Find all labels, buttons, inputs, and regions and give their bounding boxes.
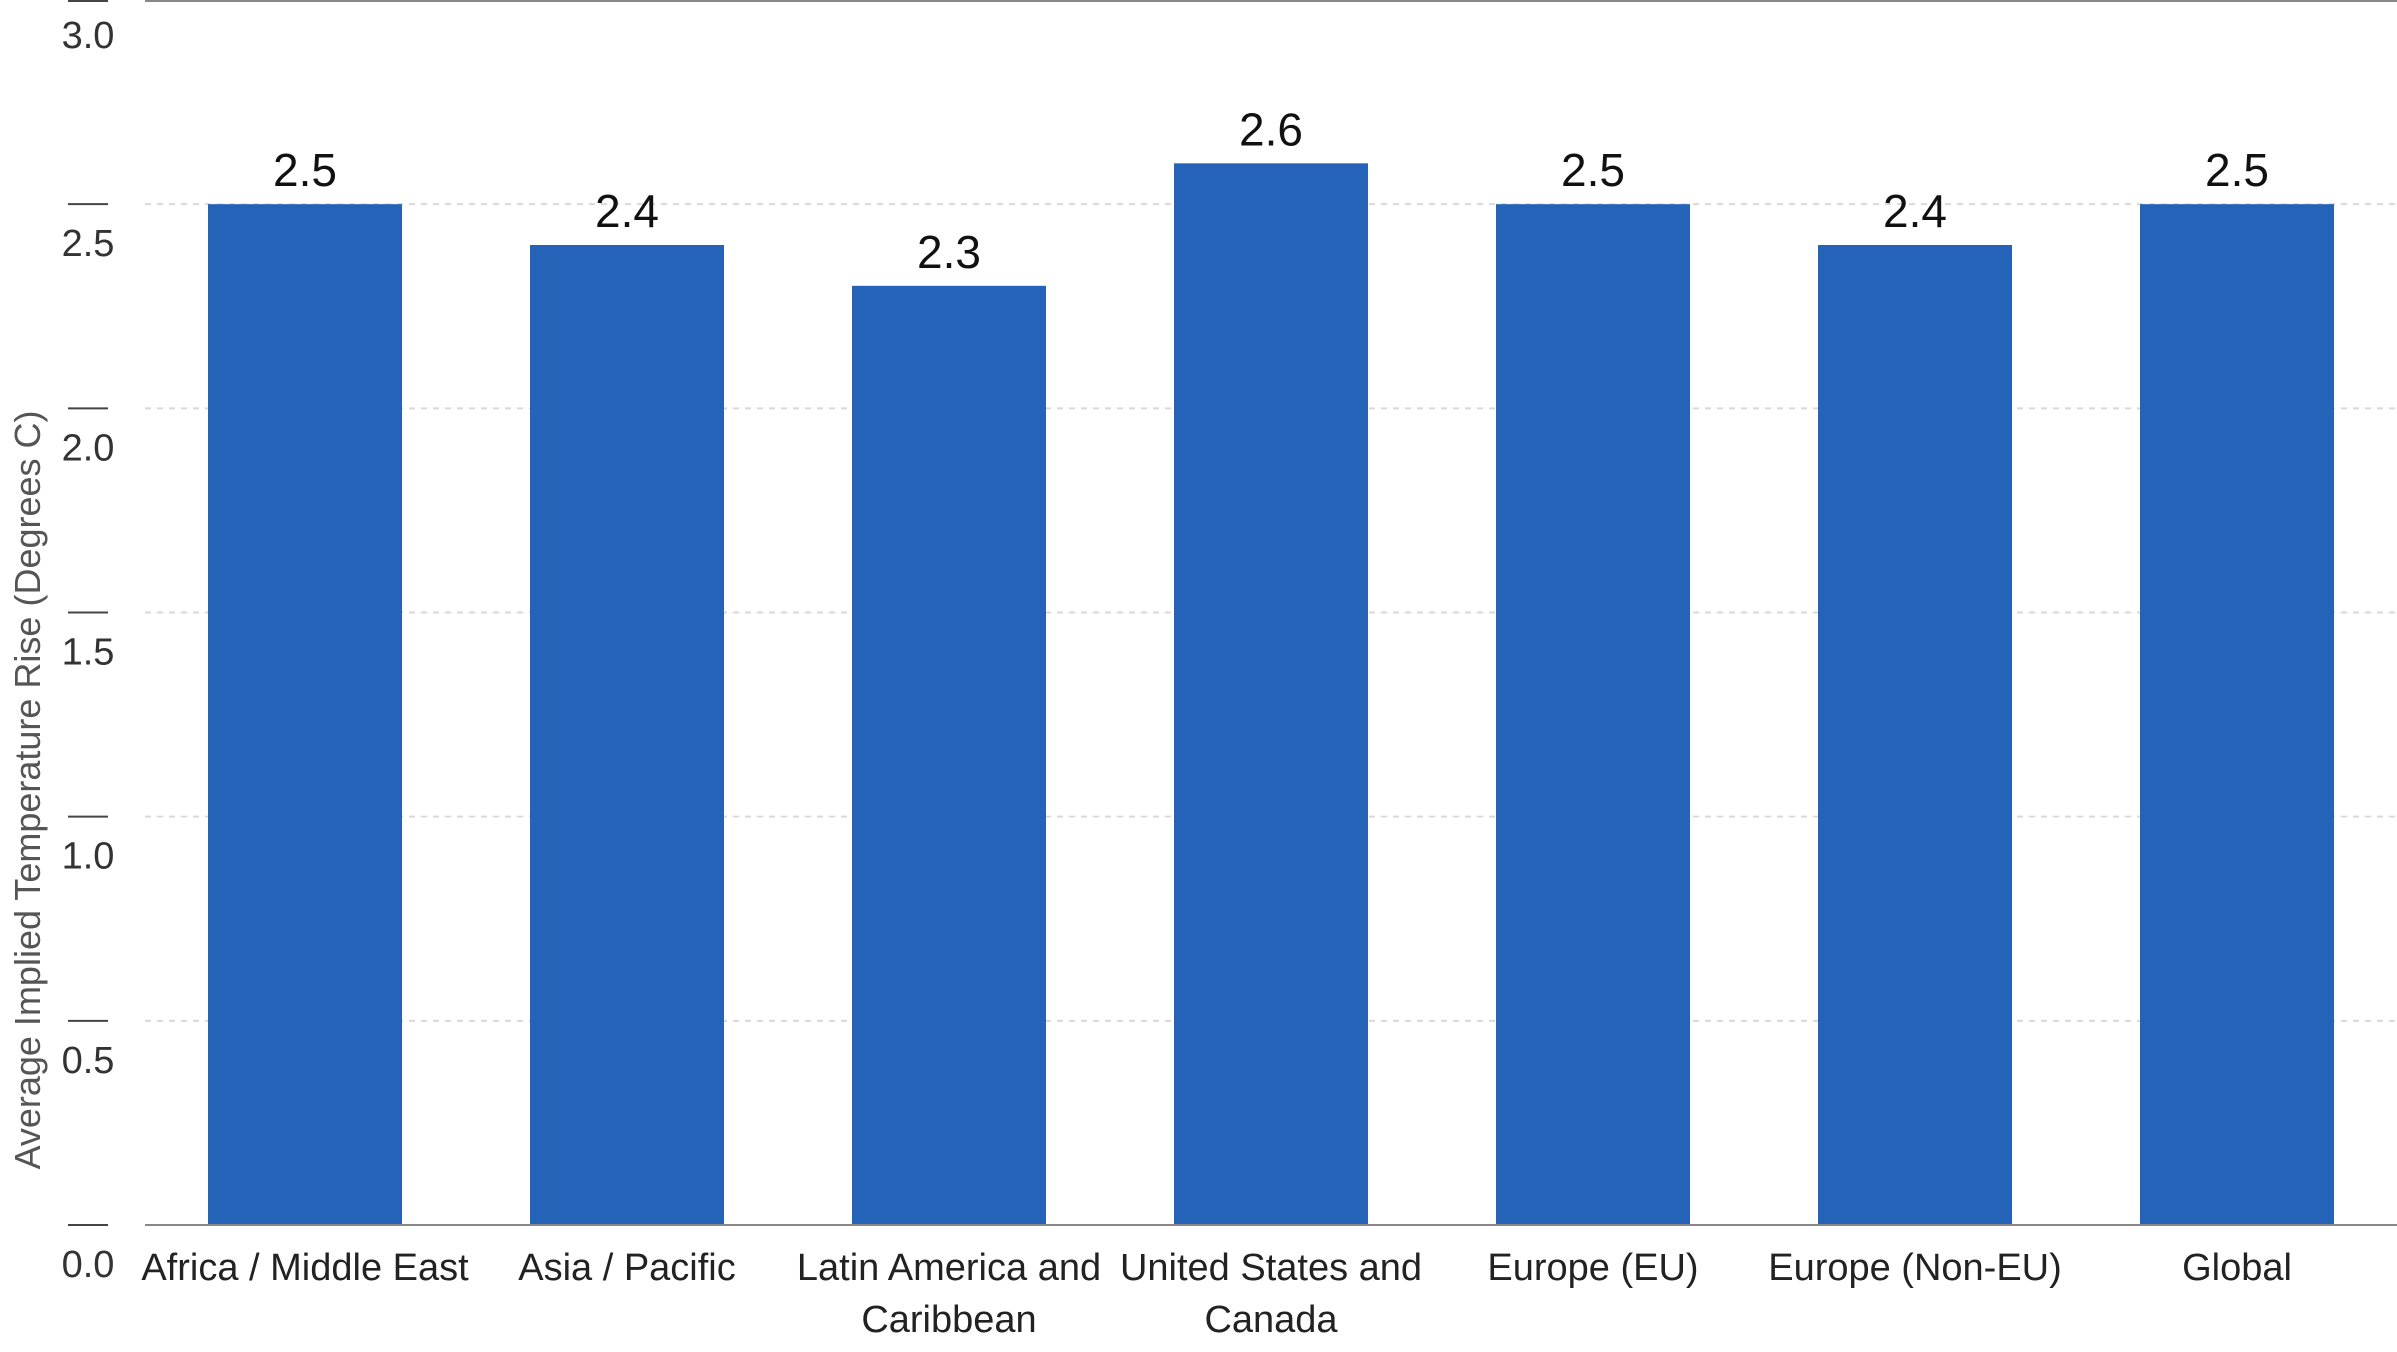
data-label: 2.5 [1561, 144, 1625, 196]
bar [1174, 163, 1368, 1225]
x-category-label: Europe (Non-EU) [1768, 1247, 2062, 1289]
x-category-label: Europe (EU) [1487, 1247, 1698, 1289]
x-category-label: Canada [1204, 1299, 1338, 1341]
y-tick-label: 0.0 [62, 1244, 115, 1286]
x-axis: Africa / Middle East Asia / Pacific Latin … [141, 1247, 2292, 1341]
data-label: 2.5 [2205, 144, 2269, 196]
x-category-label: Latin America and [797, 1247, 1101, 1289]
data-label: 2.3 [917, 226, 981, 278]
y-tick-label: 2.5 [62, 223, 115, 265]
data-label: 2.4 [1883, 185, 1947, 237]
x-category-label: Africa / Middle East [141, 1247, 469, 1289]
data-label: 2.4 [595, 185, 659, 237]
y-axis: 0.0 0.5 1.0 1.5 2.0 2.5 3.0 [62, 0, 115, 1286]
bars: 2.5 2.4 2.3 2.6 2.5 2.4 2.5 [208, 103, 2334, 1225]
bar [852, 285, 1046, 1225]
y-tick-label: 1.0 [62, 836, 115, 878]
y-tick-label: 2.0 [62, 427, 115, 469]
bar [1818, 245, 2012, 1225]
x-category-label: Caribbean [861, 1299, 1036, 1341]
gridlines [145, 0, 2397, 1022]
bar [530, 245, 724, 1225]
x-category-label: Asia / Pacific [518, 1247, 736, 1289]
data-label: 2.5 [273, 144, 337, 196]
y-tick-label: 3.0 [62, 15, 115, 57]
x-category-label: United States and [1120, 1247, 1422, 1289]
x-category-label: Global [2182, 1247, 2292, 1289]
y-tick-label: 1.5 [62, 632, 115, 674]
y-tick-label: 0.5 [62, 1040, 115, 1082]
data-label: 2.6 [1239, 103, 1303, 155]
bar [2140, 204, 2334, 1225]
bar [208, 204, 402, 1225]
bar [1496, 204, 1690, 1225]
y-axis-title: Average Implied Temperature Rise (Degree… [7, 410, 48, 1169]
